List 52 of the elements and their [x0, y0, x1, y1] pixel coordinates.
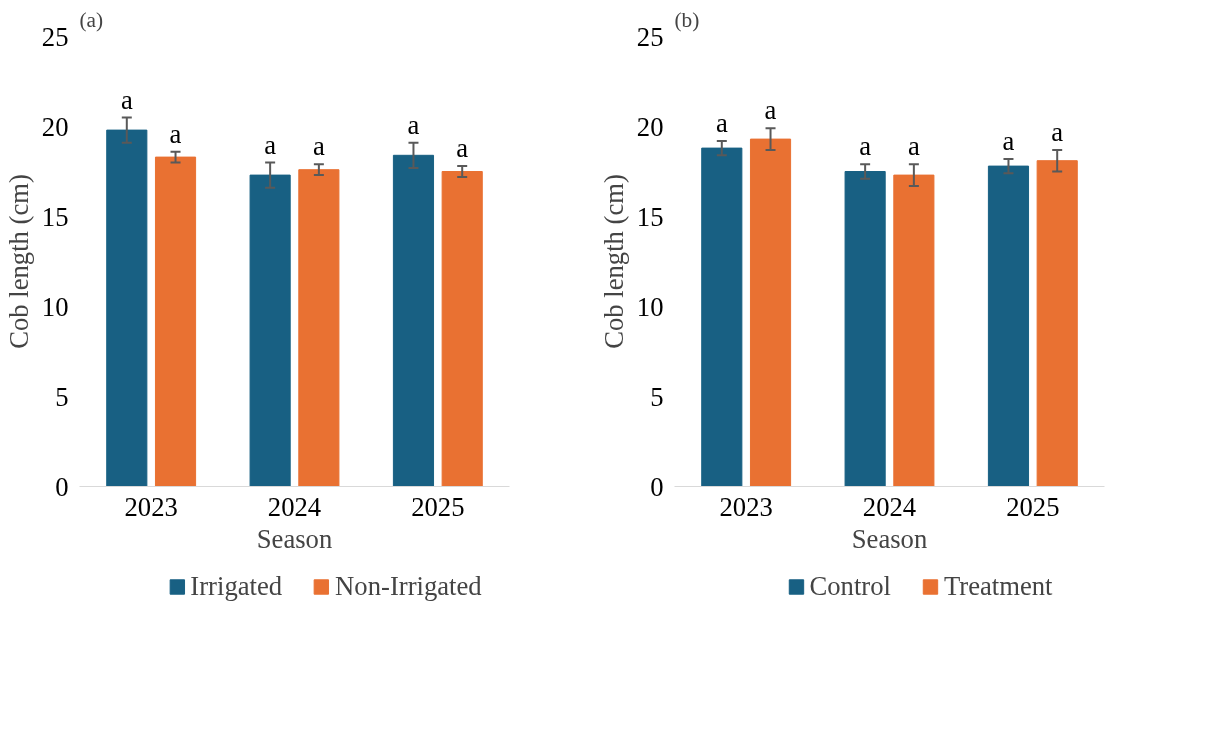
- x-axis-title: Season: [256, 523, 333, 554]
- y-tick-label: 10: [636, 291, 664, 322]
- data-label: a: [264, 129, 277, 160]
- bar: [987, 165, 1030, 487]
- data-label: a: [120, 84, 133, 115]
- y-tick-label: 20: [41, 111, 69, 142]
- bar: [106, 129, 148, 487]
- x-tick-label: 2023: [719, 491, 773, 522]
- y-tick-label: 0: [55, 471, 69, 502]
- x-tick-label: 2024: [267, 491, 322, 522]
- y-axis-title: Cob length (cm): [598, 174, 629, 349]
- bar: [298, 169, 340, 487]
- x-tick-label: 2023: [124, 491, 178, 522]
- x-tick-label: 2025: [411, 491, 465, 522]
- bar: [701, 147, 743, 487]
- y-tick-label: 20: [636, 111, 664, 142]
- bar: [249, 174, 291, 487]
- x-axis-title: Season: [851, 523, 928, 554]
- y-tick-label: 15: [636, 201, 664, 232]
- chart-title: (b): [674, 7, 700, 32]
- data-label: a: [169, 118, 182, 149]
- y-tick-label: 10: [41, 291, 69, 322]
- bar: [893, 174, 935, 487]
- legend-label: Irrigated: [190, 570, 283, 602]
- chart-title: (a): [79, 7, 104, 32]
- data-label: a: [715, 107, 728, 138]
- y-tick-label: 15: [41, 201, 69, 232]
- x-tick-label: 2025: [1006, 491, 1060, 522]
- y-tick-label: 0: [650, 471, 664, 502]
- data-label: a: [456, 133, 469, 164]
- legend-label: Treatment: [943, 570, 1053, 602]
- data-label: a: [764, 95, 777, 126]
- data-label: a: [859, 131, 872, 162]
- legend-label: Control: [809, 570, 891, 602]
- x-tick-label: 2024: [862, 491, 917, 522]
- y-tick-label: 5: [55, 381, 69, 412]
- y-axis-title: Cob length (cm): [3, 174, 34, 349]
- bar: [1036, 160, 1078, 487]
- y-tick-label: 25: [636, 21, 664, 52]
- y-tick-label: 5: [650, 381, 664, 412]
- bar: [392, 154, 435, 487]
- data-label: a: [1051, 116, 1064, 147]
- data-label: a: [1002, 125, 1015, 156]
- legend-label: Non-Irrigated: [335, 570, 482, 602]
- bar: [749, 138, 792, 487]
- bar: [844, 171, 886, 487]
- bar: [441, 171, 483, 487]
- y-tick-label: 25: [41, 21, 69, 52]
- data-label: a: [907, 131, 920, 162]
- data-label: a: [407, 109, 420, 140]
- data-label: a: [312, 131, 325, 162]
- bar: [154, 156, 197, 487]
